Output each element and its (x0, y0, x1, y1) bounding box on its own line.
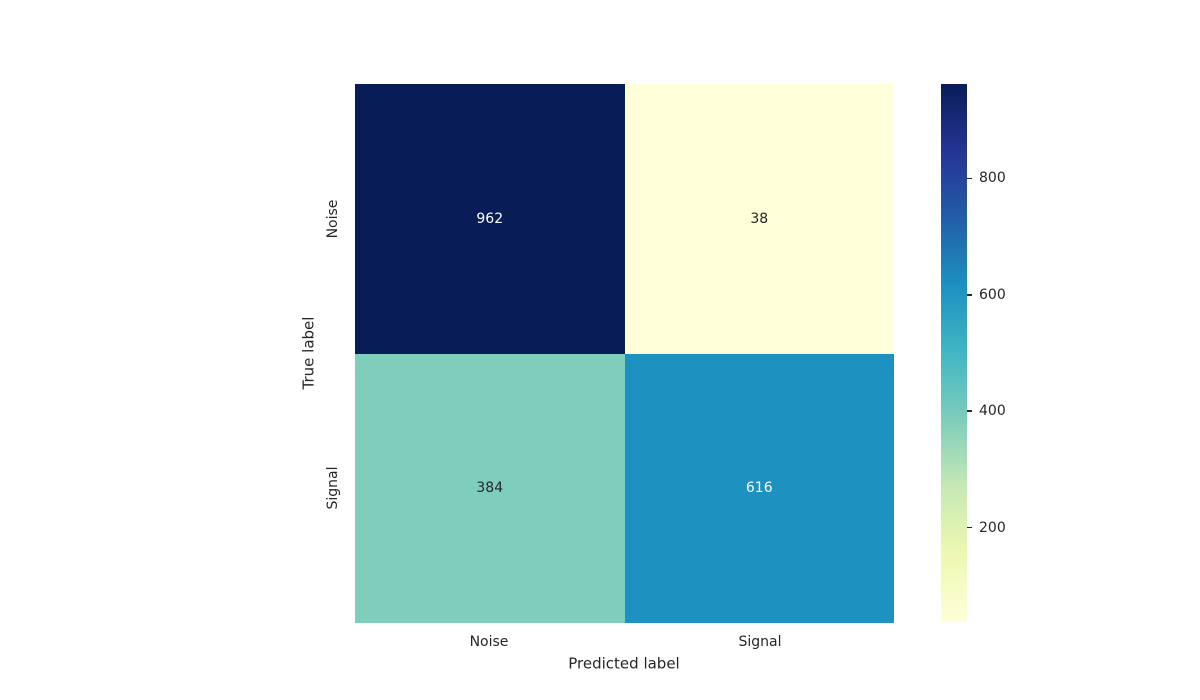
colorbar-tick-label: 600 (979, 286, 1006, 303)
colorbar-tick-label: 200 (979, 519, 1006, 536)
colorbar-tick: 600 (967, 287, 1006, 303)
y-tick-label-signal: Signal (325, 466, 341, 510)
colorbar-tick-label: 400 (979, 403, 1006, 420)
heatmap-cell-true-noise-pred-signal: 38 (624, 84, 894, 354)
colorbar-tick: 200 (967, 520, 1006, 536)
colorbar-ticks: 200 400 600 800 (967, 84, 1037, 622)
colorbar-tick: 800 (967, 170, 1006, 186)
y-axis-label: True label (299, 316, 318, 390)
colorbar-tick: 400 (967, 403, 1006, 419)
x-tick-label-noise: Noise (469, 634, 509, 650)
colorbar-tick-mark (967, 294, 972, 296)
heatmap-cell-true-noise-pred-noise: 962 (355, 84, 625, 354)
y-tick-label-noise: Noise (325, 199, 341, 239)
heatmap: 962 38 384 616 (355, 84, 894, 623)
colorbar-tick-mark (967, 177, 972, 180)
colorbar-tick-label: 800 (979, 170, 1006, 187)
colorbar (941, 84, 967, 622)
colorbar-tick-mark (967, 526, 972, 529)
x-tick-label-signal: Signal (738, 634, 782, 650)
heatmap-cell-true-signal-pred-signal: 616 (624, 353, 894, 623)
heatmap-cell-true-signal-pred-noise: 384 (355, 353, 625, 623)
x-axis-label: Predicted label (568, 654, 680, 673)
colorbar-tick-mark (967, 410, 972, 412)
